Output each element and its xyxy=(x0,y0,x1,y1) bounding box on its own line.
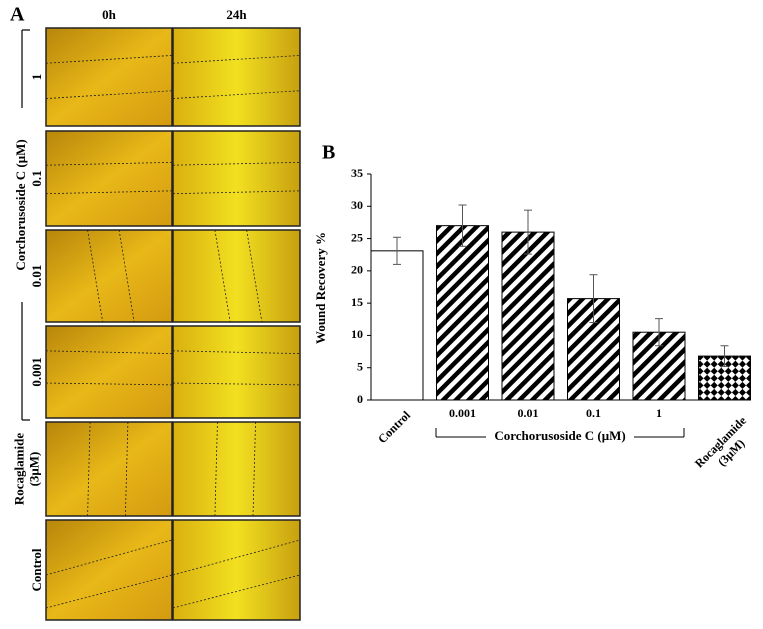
wound-edge xyxy=(87,229,104,323)
wound-edge xyxy=(45,539,173,576)
x-tick-label: 0.1 xyxy=(586,406,601,420)
wound-edge xyxy=(45,190,173,195)
wound-edge xyxy=(45,574,173,609)
micrograph xyxy=(172,27,301,127)
micrograph xyxy=(45,519,173,621)
micrograph xyxy=(172,229,301,323)
y-tick-label: 0 xyxy=(357,392,363,406)
group-label: Corchorusoside C (μM) xyxy=(494,428,625,443)
wound-edge xyxy=(45,55,173,64)
wound-edge xyxy=(172,539,301,576)
micrograph xyxy=(172,325,301,419)
row-label: 0.001 xyxy=(29,357,44,386)
error-bar xyxy=(524,209,532,255)
micrograph xyxy=(45,130,173,227)
micrograph xyxy=(172,130,301,227)
y-axis-label: Wound Recovery % xyxy=(313,232,328,344)
column-header: 0h xyxy=(102,7,117,22)
row-label: Control xyxy=(29,548,44,591)
x-tick-label: 0.001 xyxy=(449,406,476,420)
wound-edge xyxy=(118,229,135,323)
micrograph xyxy=(172,421,301,517)
y-tick-label: 15 xyxy=(351,295,363,309)
wound-edge xyxy=(214,229,231,323)
wound-edge xyxy=(172,90,301,99)
row-label: Rocaglamide(3μM) xyxy=(11,433,41,505)
row-label: 0.1 xyxy=(29,170,44,186)
micrograph xyxy=(45,421,173,517)
y-tick-label: 20 xyxy=(351,263,363,277)
y-tick-label: 5 xyxy=(357,359,363,373)
x-tick-label: Rocaglamide(3μM) xyxy=(692,413,760,481)
wound-edge xyxy=(172,190,301,195)
y-tick-label: 35 xyxy=(351,166,363,180)
wound-edge xyxy=(45,382,173,386)
error-bar xyxy=(393,236,401,265)
bar xyxy=(501,231,555,401)
bar xyxy=(370,250,424,401)
error-bar xyxy=(720,345,729,367)
y-tick-label: 30 xyxy=(351,198,363,212)
x-tick-label: 0.01 xyxy=(518,406,539,420)
micrograph xyxy=(45,325,173,419)
micrograph xyxy=(172,519,301,621)
x-tick-label: Control xyxy=(375,408,413,446)
error-bar xyxy=(458,204,467,247)
column-header: 24h xyxy=(226,7,247,22)
error-bar xyxy=(589,274,598,324)
panel-label: A xyxy=(10,4,25,26)
group-label: Corchorusoside C (μM) xyxy=(13,139,28,270)
wound-edge xyxy=(172,350,301,354)
row-label: 0.01 xyxy=(29,265,44,288)
wound-edge xyxy=(172,382,301,386)
wound-edge xyxy=(246,229,263,323)
wound-edge xyxy=(172,55,301,64)
bar xyxy=(436,225,489,401)
y-tick-label: 10 xyxy=(351,327,363,341)
wound-edge xyxy=(45,350,173,354)
y-tick-label: 25 xyxy=(351,230,363,244)
wound-edge xyxy=(172,161,301,166)
micrograph xyxy=(45,27,173,127)
wound-edge xyxy=(45,161,173,166)
row-label: 1 xyxy=(29,74,44,81)
micrograph xyxy=(45,229,173,323)
wound-edge xyxy=(45,90,173,99)
x-tick-label: 1 xyxy=(656,406,662,420)
error-bar xyxy=(655,318,663,347)
wound-edge xyxy=(172,574,301,609)
panel-label: B xyxy=(322,142,335,164)
